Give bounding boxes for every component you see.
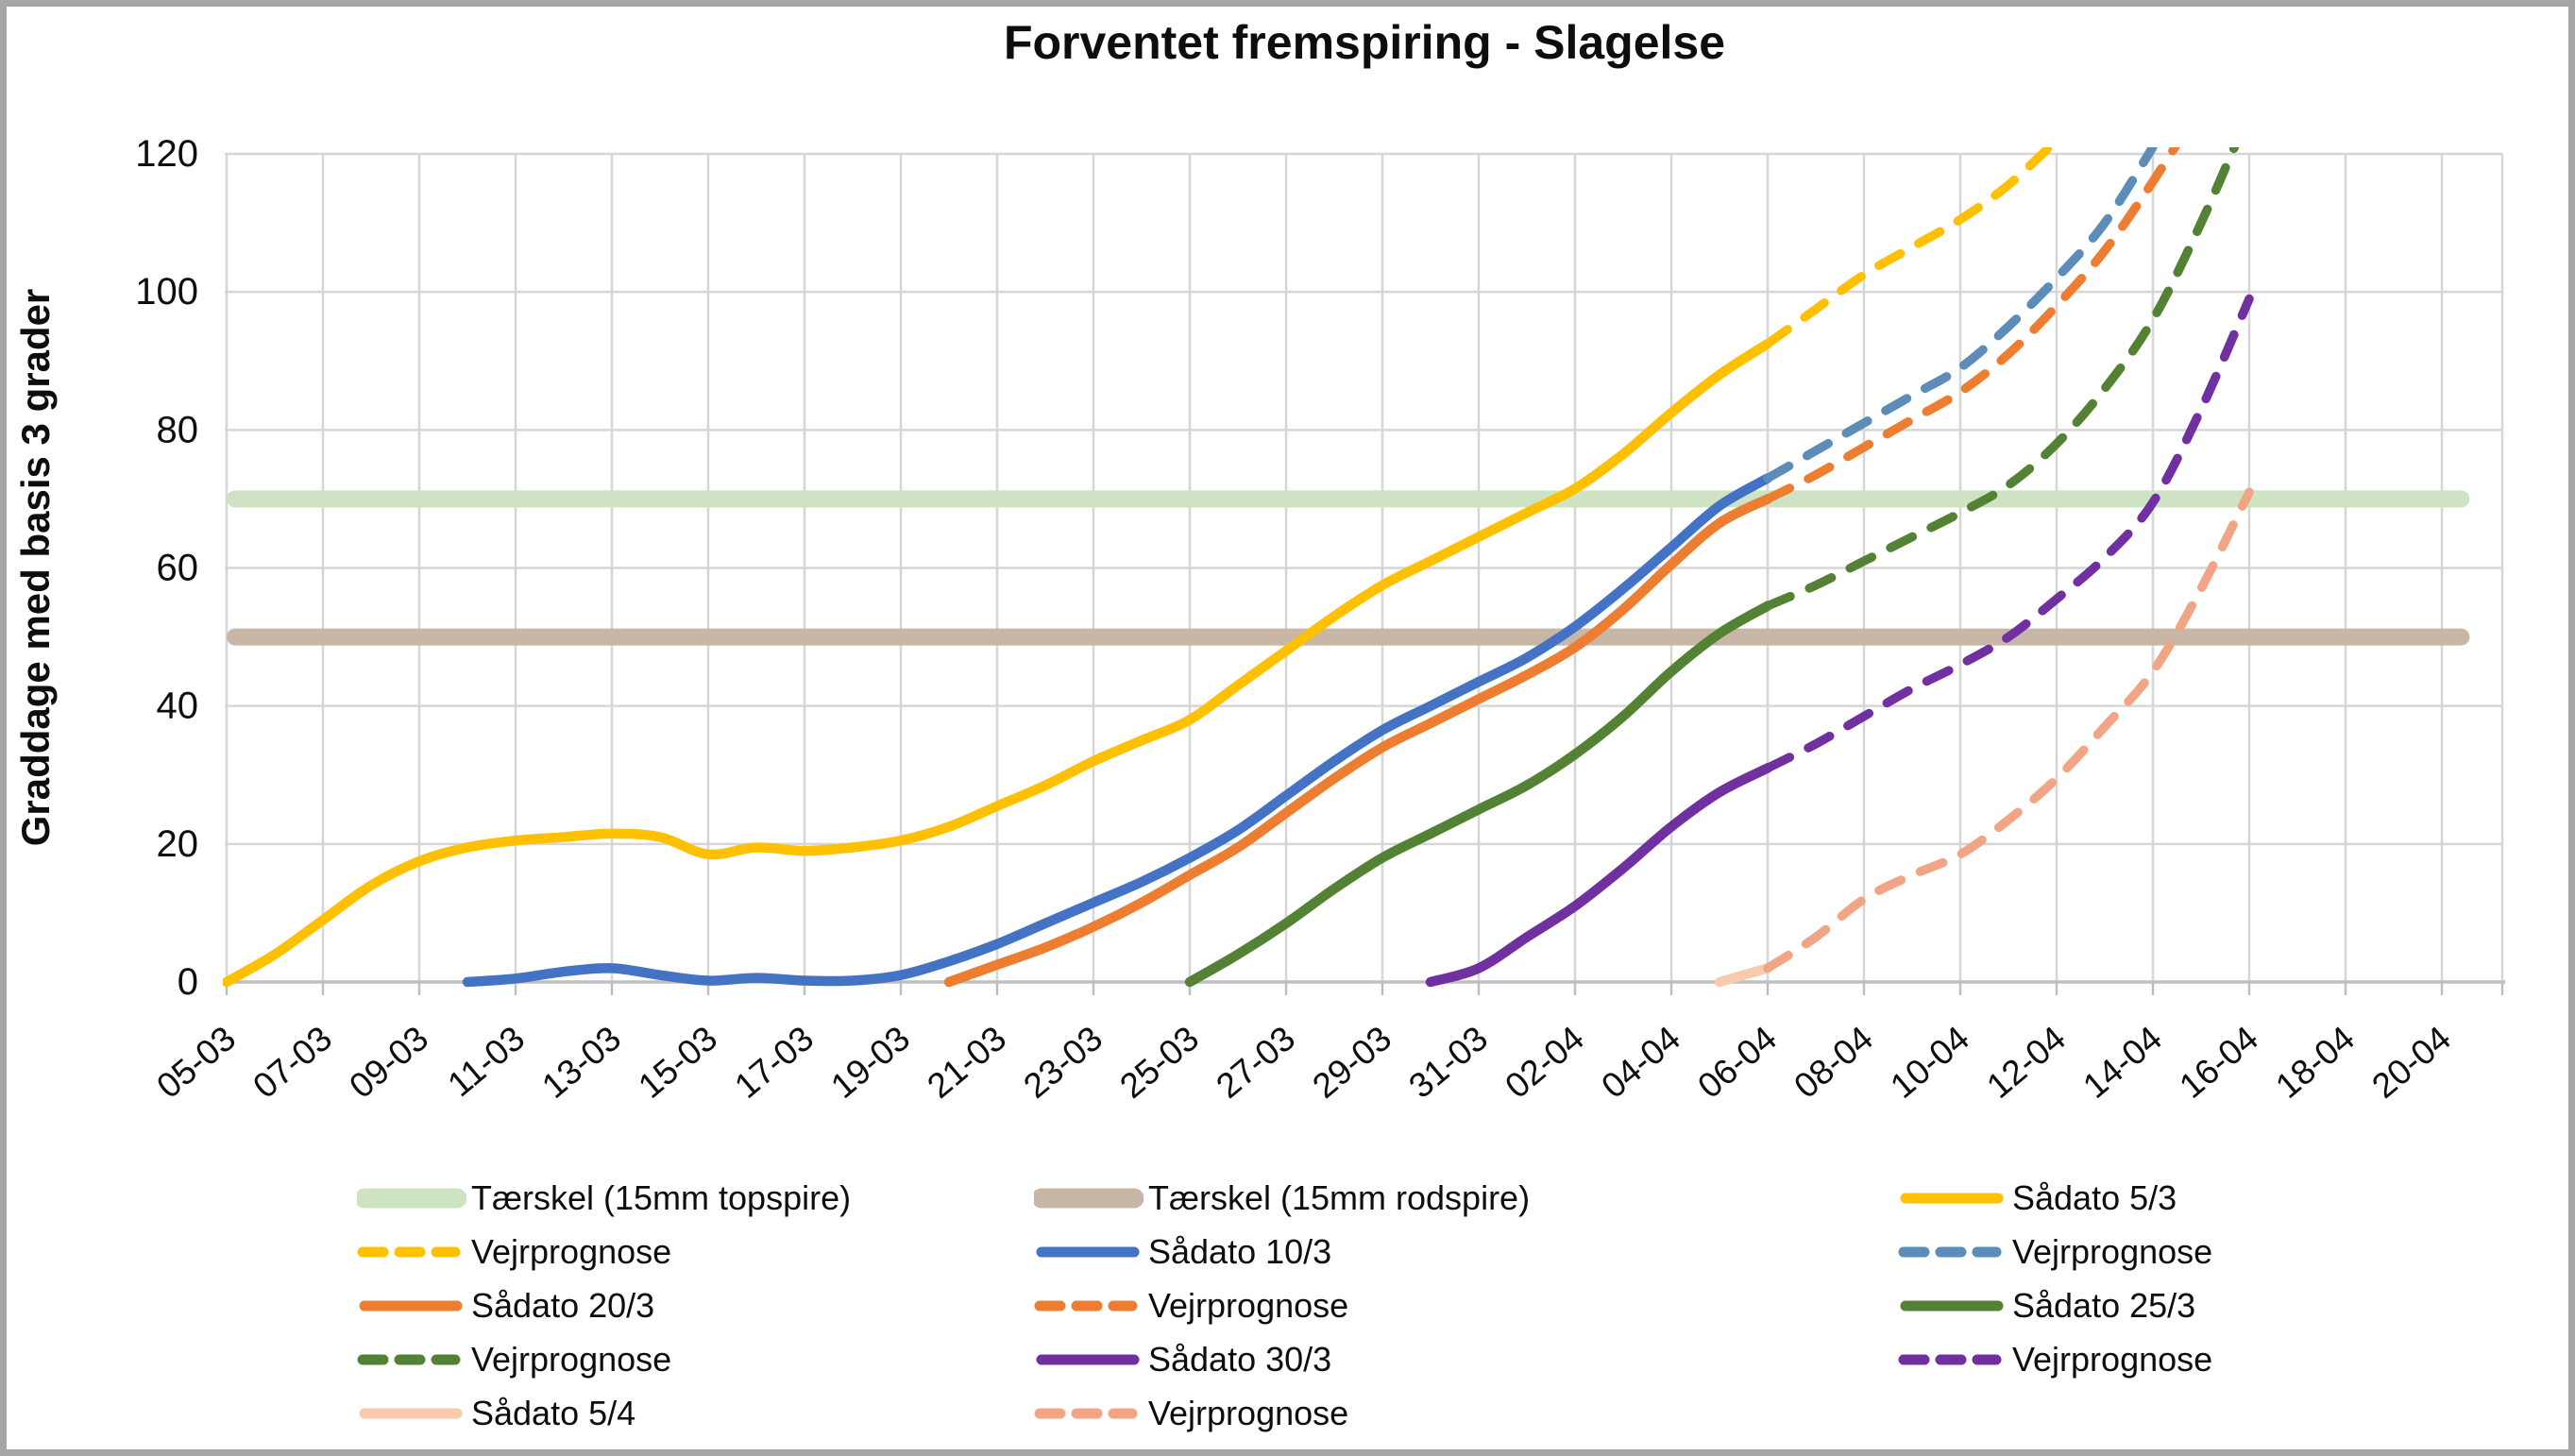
series-line-solid-s-dato-25-3 bbox=[1184, 601, 1773, 988]
x-tick-labels: 05-03 07-03 09-03 11-03 13-03 15-03 17-03 19-03… bbox=[149, 1019, 2458, 1106]
x-tick-label: 04-04 bbox=[1594, 1019, 1687, 1106]
series-line-solid-s-dato-30-3 bbox=[1425, 763, 1773, 988]
series-line-solid-s-dato-10-3 bbox=[462, 473, 1773, 988]
legend-label: Sådato 25/3 bbox=[2012, 1285, 2196, 1325]
legend-swatch-dashed bbox=[357, 1246, 461, 1257]
legend-swatch-band bbox=[1034, 1188, 1144, 1208]
legend-label: Vejrprognose bbox=[1148, 1393, 1349, 1432]
x-tick-label: 31-03 bbox=[1401, 1019, 1495, 1106]
series-line-solid-s-dato-5-3 bbox=[223, 338, 1773, 988]
y-tick-label: 60 bbox=[157, 548, 199, 589]
x-tick-label: 07-03 bbox=[246, 1019, 339, 1106]
legend-item: Vejrprognose bbox=[1898, 1339, 2491, 1379]
gridlines bbox=[225, 152, 2504, 982]
y-tick-labels: 0 20 40 60 80 100 120 bbox=[135, 133, 198, 1003]
chart-title: Forventet fremspiring - Slagelse bbox=[1003, 16, 1726, 69]
legend-item: Vejrprognose bbox=[1034, 1285, 1898, 1325]
legend-swatch-dashed bbox=[1898, 1354, 2002, 1364]
series-line-solid-s-dato-5-4 bbox=[1714, 963, 1773, 988]
legend-label: Vejrprognose bbox=[2012, 1231, 2213, 1271]
series-line-dashed-vejrprognose bbox=[1763, 147, 2158, 483]
y-tick-label: 80 bbox=[157, 409, 199, 450]
x-tick-label: 02-04 bbox=[1498, 1019, 1591, 1106]
x-tick-label: 19-03 bbox=[823, 1019, 917, 1106]
x-tick-label: 21-03 bbox=[920, 1019, 1013, 1106]
x-tick-label: 08-04 bbox=[1787, 1019, 1880, 1106]
legend-item: Vejrprognose bbox=[357, 1339, 1034, 1379]
x-tick-label: 09-03 bbox=[342, 1019, 435, 1106]
legend-swatch-dashed bbox=[1034, 1408, 1138, 1418]
series-line-dashed-vejrprognose bbox=[1763, 294, 2254, 773]
y-tick-label: 40 bbox=[157, 686, 199, 727]
x-tick-label: 10-04 bbox=[1883, 1019, 1976, 1106]
legend-swatch-solid bbox=[1036, 1246, 1140, 1257]
legend-swatch-dashed bbox=[1898, 1246, 2002, 1257]
legend-item: Sådato 25/3 bbox=[1898, 1285, 2491, 1325]
legend-label: Vejrprognose bbox=[471, 1231, 672, 1271]
x-tick-label: 18-04 bbox=[2268, 1019, 2362, 1106]
legend-label: Sådato 20/3 bbox=[471, 1285, 655, 1325]
legend-item: Tærskel (15mm rodspire) bbox=[1034, 1177, 1898, 1217]
legend-item: Tærskel (15mm topspire) bbox=[357, 1177, 1034, 1217]
legend-item: Sådato 20/3 bbox=[357, 1285, 1034, 1325]
legend-swatch-solid bbox=[1900, 1193, 2004, 1203]
legend-label: Tærskel (15mm topspire) bbox=[471, 1177, 852, 1217]
y-axis-title: Graddage med basis 3 grader bbox=[13, 289, 58, 847]
x-tick-label: 13-03 bbox=[534, 1019, 628, 1106]
legend-label: Vejrprognose bbox=[2012, 1339, 2213, 1379]
x-tick-label: 27-03 bbox=[1209, 1019, 1302, 1106]
legend-swatch-solid bbox=[359, 1408, 463, 1418]
series-line-dashed-vejrprognose bbox=[1763, 147, 2056, 348]
x-tick-label: 11-03 bbox=[440, 1019, 532, 1104]
legend-label: Vejrprognose bbox=[1148, 1285, 1349, 1325]
legend: Tærskel (15mm topspire) Tærskel (15mm rod… bbox=[357, 1171, 2491, 1440]
x-tick-label: 06-04 bbox=[1690, 1019, 1784, 1106]
legend-swatch-solid bbox=[1036, 1354, 1140, 1364]
x-tick-label: 15-03 bbox=[631, 1019, 724, 1106]
series-line-dashed-vejrprognose bbox=[1763, 147, 2240, 611]
legend-label: Sådato 10/3 bbox=[1148, 1231, 1332, 1271]
x-tick-label: 12-04 bbox=[1979, 1019, 2073, 1106]
y-tick-label: 20 bbox=[157, 823, 199, 865]
legend-item: Sådato 5/4 bbox=[357, 1393, 1034, 1432]
legend-item: Vejrprognose bbox=[1898, 1231, 2491, 1271]
x-tick-label: 29-03 bbox=[1305, 1019, 1398, 1106]
legend-label: Sådato 30/3 bbox=[1148, 1339, 1332, 1379]
x-tick-label: 20-04 bbox=[2364, 1019, 2458, 1106]
legend-label: Vejrprognose bbox=[471, 1339, 672, 1379]
legend-label: Tærskel (15mm rodspire) bbox=[1148, 1177, 1531, 1217]
series-line-solid-s-dato-20-3 bbox=[943, 494, 1773, 988]
legend-swatch-dashed bbox=[357, 1354, 461, 1364]
series-line-dashed-vejrprognose bbox=[1763, 487, 2254, 973]
legend-swatch-dashed bbox=[1034, 1300, 1138, 1311]
legend-label: Sådato 5/3 bbox=[2012, 1177, 2177, 1217]
series-line-dashed-vejrprognose bbox=[1763, 147, 2180, 504]
legend-swatch-solid bbox=[359, 1300, 463, 1311]
x-tick-label: 05-03 bbox=[149, 1019, 243, 1106]
x-tick-label: 14-04 bbox=[2075, 1019, 2169, 1106]
legend-item: Sådato 10/3 bbox=[1034, 1231, 1898, 1271]
y-tick-label: 0 bbox=[178, 961, 198, 1003]
legend-item: Vejrprognose bbox=[1034, 1393, 1898, 1432]
legend-item: Sådato 5/3 bbox=[1898, 1177, 2491, 1217]
threshold-bands bbox=[227, 490, 2470, 646]
legend-label: Sådato 5/4 bbox=[471, 1393, 636, 1432]
y-tick-label: 100 bbox=[135, 271, 198, 313]
chart-plot: 0 20 40 60 80 100 120 05-03 07-03 09-03 11-03 13-0… bbox=[13, 133, 2505, 1106]
legend-item: Sådato 30/3 bbox=[1034, 1339, 1898, 1379]
x-tick-label: 23-03 bbox=[1016, 1019, 1110, 1106]
y-tick-label: 120 bbox=[135, 133, 198, 175]
legend-swatch-band bbox=[357, 1188, 466, 1208]
legend-item: Vejrprognose bbox=[357, 1231, 1034, 1271]
series-lines bbox=[223, 147, 2254, 988]
x-tick-label: 16-04 bbox=[2172, 1019, 2265, 1106]
axis-lines bbox=[224, 980, 2505, 995]
legend-swatch-solid bbox=[1900, 1300, 2004, 1311]
x-tick-label: 17-03 bbox=[727, 1019, 821, 1106]
x-tick-label: 25-03 bbox=[1112, 1019, 1206, 1106]
